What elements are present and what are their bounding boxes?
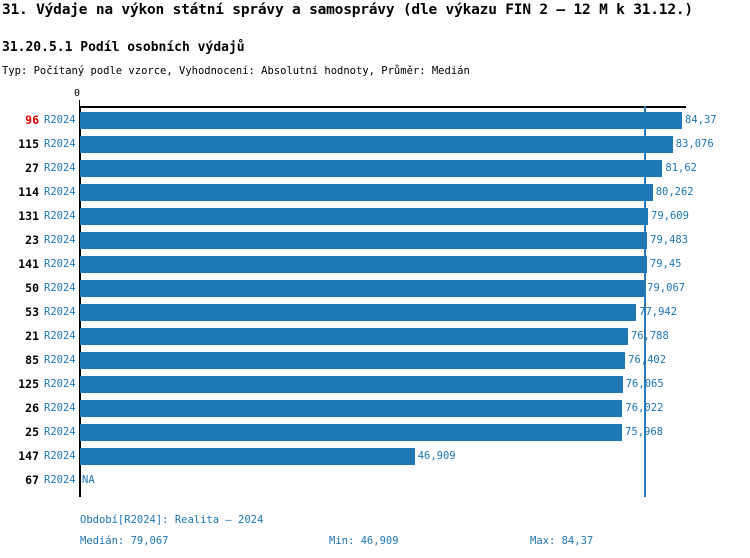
value-bar[interactable] bbox=[80, 160, 663, 177]
row-period-label: R2024 bbox=[44, 282, 76, 294]
y-axis-line bbox=[79, 106, 81, 497]
row-rank-label: 131 bbox=[18, 209, 39, 223]
stat-min-label: Min: 46,909 bbox=[329, 535, 399, 547]
value-label: 79,067 bbox=[647, 282, 686, 294]
chart-subtitle: 31.20.5.1 Podíl osobních výdajů bbox=[2, 40, 245, 55]
row-period-label: R2024 bbox=[44, 378, 76, 390]
value-bar[interactable] bbox=[80, 256, 647, 273]
row-rank-label: 53 bbox=[25, 305, 39, 319]
value-bar[interactable] bbox=[80, 328, 628, 345]
row-period-label: R2024 bbox=[44, 330, 76, 342]
row-rank-label: 125 bbox=[18, 377, 39, 391]
bar-row[interactable]: 96 R2024 84,37 bbox=[0, 109, 750, 133]
value-bar[interactable] bbox=[80, 208, 649, 225]
value-bar[interactable] bbox=[80, 232, 648, 249]
value-bar[interactable] bbox=[80, 352, 626, 369]
value-label: 83,076 bbox=[675, 138, 714, 150]
value-label: 79,483 bbox=[650, 234, 689, 246]
page-title: 31. Výdaje na výkon státní správy a samo… bbox=[2, 2, 693, 18]
row-period-label: R2024 bbox=[44, 258, 76, 270]
row-rank-label: 50 bbox=[25, 281, 39, 295]
row-rank-label: 23 bbox=[25, 233, 39, 247]
bar-row[interactable]: 115 R2024 83,076 bbox=[0, 133, 750, 157]
row-period-label: R2024 bbox=[44, 186, 76, 198]
row-period-label: R2024 bbox=[44, 114, 76, 126]
value-label: 46,909 bbox=[417, 450, 456, 462]
legend-period-label: Období[R2024]: Realita – 2024 bbox=[80, 514, 264, 526]
chart-footer: Období[R2024]: Realita – 2024 Medián: 79… bbox=[0, 505, 750, 558]
value-bar[interactable] bbox=[80, 184, 653, 201]
value-bar[interactable] bbox=[80, 400, 623, 417]
value-label: 84,37 bbox=[685, 114, 717, 126]
value-label: 80,262 bbox=[655, 186, 694, 198]
row-rank-label: 147 bbox=[18, 449, 39, 463]
row-period-label: R2024 bbox=[44, 402, 76, 414]
median-reference-line bbox=[644, 106, 646, 497]
x-axis-tick-mark bbox=[79, 100, 80, 106]
value-bar[interactable] bbox=[80, 376, 623, 393]
value-label: 79,609 bbox=[651, 210, 689, 222]
value-bar[interactable] bbox=[80, 424, 623, 441]
row-period-label: R2024 bbox=[44, 234, 76, 246]
row-rank-label: 67 bbox=[25, 473, 39, 487]
bar-row[interactable]: 50 R2024 79,067 bbox=[0, 277, 750, 301]
chart-meta-line: Typ: Počítaný podle vzorce, Vyhodnocení:… bbox=[2, 65, 470, 77]
bar-row[interactable]: 21 R2024 76,788 bbox=[0, 325, 750, 349]
row-period-label: R2024 bbox=[44, 474, 76, 486]
bar-row[interactable]: 23 R2024 79,483 bbox=[0, 229, 750, 253]
value-label: 76,788 bbox=[630, 330, 669, 342]
row-period-label: R2024 bbox=[44, 354, 76, 366]
value-bar[interactable] bbox=[80, 304, 637, 321]
row-rank-label: 141 bbox=[18, 257, 39, 271]
value-bar[interactable] bbox=[80, 112, 682, 129]
bar-row[interactable]: 131 R2024 79,609 bbox=[0, 205, 750, 229]
row-rank-label: 26 bbox=[25, 401, 39, 415]
row-period-label: R2024 bbox=[44, 210, 76, 222]
value-label: 79,45 bbox=[649, 258, 682, 270]
value-label: 75,968 bbox=[625, 426, 663, 438]
row-rank-label: 85 bbox=[25, 353, 39, 367]
row-rank-label: 114 bbox=[18, 185, 39, 199]
row-period-label: R2024 bbox=[44, 138, 76, 150]
value-bar[interactable] bbox=[80, 448, 415, 465]
row-rank-label: 21 bbox=[25, 329, 39, 343]
row-rank-label: 27 bbox=[25, 161, 39, 175]
value-label: 76,022 bbox=[625, 402, 664, 414]
x-axis-tick-label-0: 0 bbox=[74, 88, 81, 99]
row-period-label: R2024 bbox=[44, 426, 76, 438]
value-label: 81,62 bbox=[665, 162, 697, 174]
row-rank-label: 25 bbox=[25, 425, 39, 439]
bar-row[interactable]: 114 R2024 80,262 bbox=[0, 181, 750, 205]
value-bar[interactable] bbox=[80, 280, 645, 297]
bar-row[interactable]: 53 R2024 77,942 bbox=[0, 301, 750, 325]
bar-row[interactable]: 141 R2024 79,45 bbox=[0, 253, 750, 277]
bar-row[interactable]: 85 R2024 76,402 bbox=[0, 349, 750, 373]
value-label: 76,065 bbox=[625, 378, 664, 390]
value-label: 76,402 bbox=[628, 354, 667, 366]
row-period-label: R2024 bbox=[44, 306, 76, 318]
bar-row[interactable]: 147 R2024 46,909 bbox=[0, 445, 750, 469]
row-rank-label: 115 bbox=[18, 137, 39, 151]
bar-row[interactable]: 67 R2024 NA bbox=[0, 469, 750, 493]
x-axis-line bbox=[80, 106, 686, 108]
bar-row[interactable]: 27 R2024 81,62 bbox=[0, 157, 750, 181]
chart-plot-area: 0 96 R2024 84,37 115 R2024 83,076 27 R2024 81,62… bbox=[0, 88, 750, 500]
value-label: 77,942 bbox=[639, 306, 678, 318]
bar-row[interactable]: 26 R2024 76,022 bbox=[0, 397, 750, 421]
value-bar[interactable] bbox=[80, 136, 673, 153]
value-na-label: NA bbox=[82, 474, 95, 486]
stat-median-label: Medián: 79,067 bbox=[80, 535, 169, 547]
row-period-label: R2024 bbox=[44, 162, 76, 174]
bar-row[interactable]: 25 R2024 75,968 bbox=[0, 421, 750, 445]
row-rank-label: 96 bbox=[25, 113, 39, 127]
bar-row[interactable]: 125 R2024 76,065 bbox=[0, 373, 750, 397]
row-period-label: R2024 bbox=[44, 450, 76, 462]
stat-max-label: Max: 84,37 bbox=[530, 535, 594, 547]
